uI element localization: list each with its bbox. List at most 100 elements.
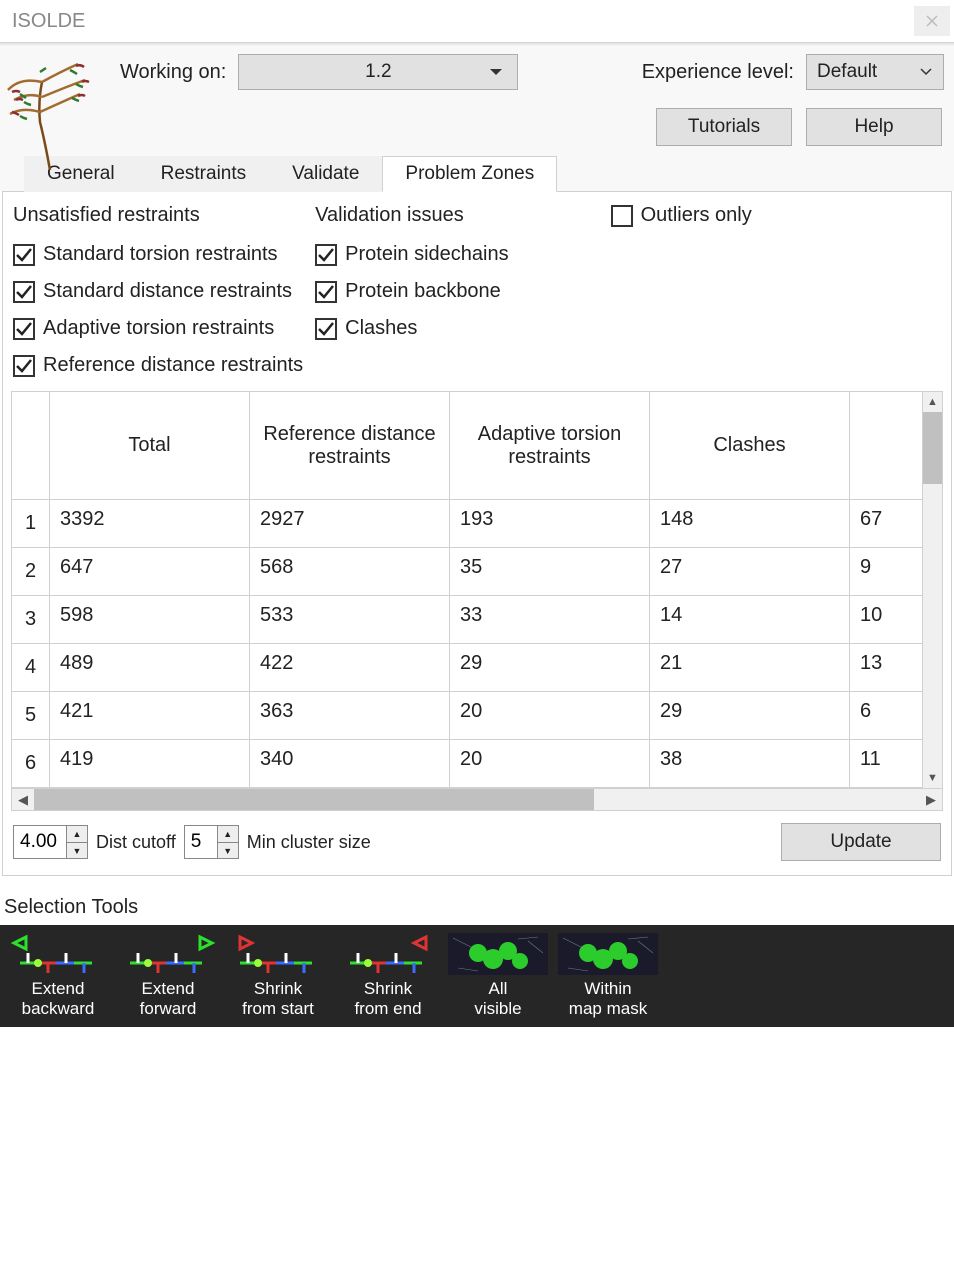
table-row-number[interactable]: 3 [12,596,50,644]
step-up-icon[interactable]: ▲ [218,826,238,842]
scrollbar-thumb[interactable] [923,412,942,484]
experience-level-dropdown[interactable]: Default [806,54,944,90]
extend-backward-icon [8,933,108,975]
working-on-dropdown[interactable]: 1.2 [238,54,518,90]
table-cell[interactable]: 29 [450,644,650,692]
table-cell[interactable]: 340 [250,740,450,788]
tab-bar: GeneralRestraintsValidateProblem Zones [10,156,944,191]
table-header-corner [12,392,50,500]
checkbox[interactable] [13,281,35,303]
table-row-number[interactable]: 1 [12,500,50,548]
table-cell[interactable]: 148 [650,500,850,548]
vertical-scrollbar[interactable]: ▲ ▼ [922,392,942,788]
table-header[interactable]: Clashes [650,392,850,500]
selection-tool-map-mask[interactable]: Withinmap mask [554,931,662,1021]
table-cell[interactable]: 3392 [50,500,250,548]
table-cell[interactable]: 533 [250,596,450,644]
table-cell[interactable]: 20 [450,692,650,740]
checkbox-label: Standard torsion restraints [43,243,278,266]
table-cell[interactable]: 11 [850,740,930,788]
outliers-only-checkbox[interactable] [611,205,633,227]
table-row-number[interactable]: 2 [12,548,50,596]
table-cell[interactable]: 419 [50,740,250,788]
horizontal-scrollbar[interactable]: ◀ ▶ [12,788,942,810]
close-button[interactable] [914,6,950,36]
dist-cutoff-stepper[interactable]: ▲▼ [13,825,88,859]
table-cell[interactable]: 9 [850,548,930,596]
table-cell[interactable]: 14 [650,596,850,644]
table-cell[interactable]: 489 [50,644,250,692]
checkbox[interactable] [315,318,337,340]
tab-content-problem-zones: Unsatisfied restraints Standard torsion … [2,191,952,876]
selection-tool-extend-forward[interactable]: Extendforward [114,931,222,1021]
update-button[interactable]: Update [781,823,941,861]
outliers-only-label: Outliers only [641,204,752,227]
table-cell[interactable]: 35 [450,548,650,596]
dist-cutoff-input[interactable] [14,826,66,858]
selection-tool-all-visible[interactable]: Allvisible [444,931,552,1021]
table-cell[interactable]: 38 [650,740,850,788]
dropdown-caret-icon [489,61,503,83]
app-logo [0,52,100,172]
table-cell[interactable]: 33 [450,596,650,644]
header: Working on: 1.2 Experience level: Defaul… [0,46,954,191]
table-cell[interactable]: 6 [850,692,930,740]
table-row-number[interactable]: 6 [12,740,50,788]
selection-tool-shrink-start[interactable]: Shrinkfrom start [224,931,332,1021]
help-button[interactable]: Help [806,108,942,146]
scroll-right-icon[interactable]: ▶ [920,792,942,808]
shrink-start-icon [228,933,328,975]
table-cell[interactable]: 193 [450,500,650,548]
table-cell[interactable]: 647 [50,548,250,596]
table-header[interactable]: Total [50,392,250,500]
window-title: ISOLDE [12,10,914,33]
tutorials-button[interactable]: Tutorials [656,108,792,146]
scroll-down-icon[interactable]: ▼ [923,768,942,788]
table-cell[interactable]: 20 [450,740,650,788]
table-cell[interactable]: 2927 [250,500,450,548]
table-cell[interactable]: 10 [850,596,930,644]
table-cell[interactable]: 21 [650,644,850,692]
table-row-number[interactable]: 4 [12,644,50,692]
table-header[interactable]: Adaptive torsion restraints [450,392,650,500]
table-cell[interactable]: 363 [250,692,450,740]
table-cell[interactable]: 598 [50,596,250,644]
selection-tools-heading: Selection Tools [0,876,954,925]
tab-problem-zones[interactable]: Problem Zones [382,156,557,192]
extend-forward-icon [118,933,218,975]
step-up-icon[interactable]: ▲ [67,826,87,842]
min-cluster-stepper[interactable]: ▲▼ [184,825,239,859]
table-cell[interactable]: 421 [50,692,250,740]
table-cell[interactable]: 422 [250,644,450,692]
table-cell[interactable]: 67 [850,500,930,548]
table-cell[interactable]: 29 [650,692,850,740]
table-header[interactable]: Reference distance restraints [250,392,450,500]
table-header[interactable] [850,392,930,500]
checkbox-label: Reference distance restraints [43,354,303,377]
title-bar: ISOLDE [0,0,954,42]
checkbox[interactable] [315,281,337,303]
checkbox-label: Protein backbone [345,280,501,303]
scroll-up-icon[interactable]: ▲ [923,392,942,412]
tab-restraints[interactable]: Restraints [138,156,270,192]
scroll-left-icon[interactable]: ◀ [12,792,34,808]
checkbox[interactable] [315,244,337,266]
problem-zones-table: TotalReference distance restraintsAdapti… [11,391,943,811]
scrollbar-thumb[interactable] [34,789,594,810]
selection-tool-extend-backward[interactable]: Extendbackward [4,931,112,1021]
dropdown-caret-icon [919,61,933,83]
table-cell[interactable]: 13 [850,644,930,692]
step-down-icon[interactable]: ▼ [218,842,238,858]
step-down-icon[interactable]: ▼ [67,842,87,858]
table-row-number[interactable]: 5 [12,692,50,740]
table-cell[interactable]: 568 [250,548,450,596]
checkbox[interactable] [13,244,35,266]
checkbox[interactable] [13,355,35,377]
min-cluster-input[interactable] [185,826,217,858]
dist-cutoff-label: Dist cutoff [96,832,176,853]
min-cluster-label: Min cluster size [247,832,371,853]
checkbox[interactable] [13,318,35,340]
selection-tool-shrink-end[interactable]: Shrinkfrom end [334,931,442,1021]
table-cell[interactable]: 27 [650,548,850,596]
tab-validate[interactable]: Validate [269,156,382,192]
